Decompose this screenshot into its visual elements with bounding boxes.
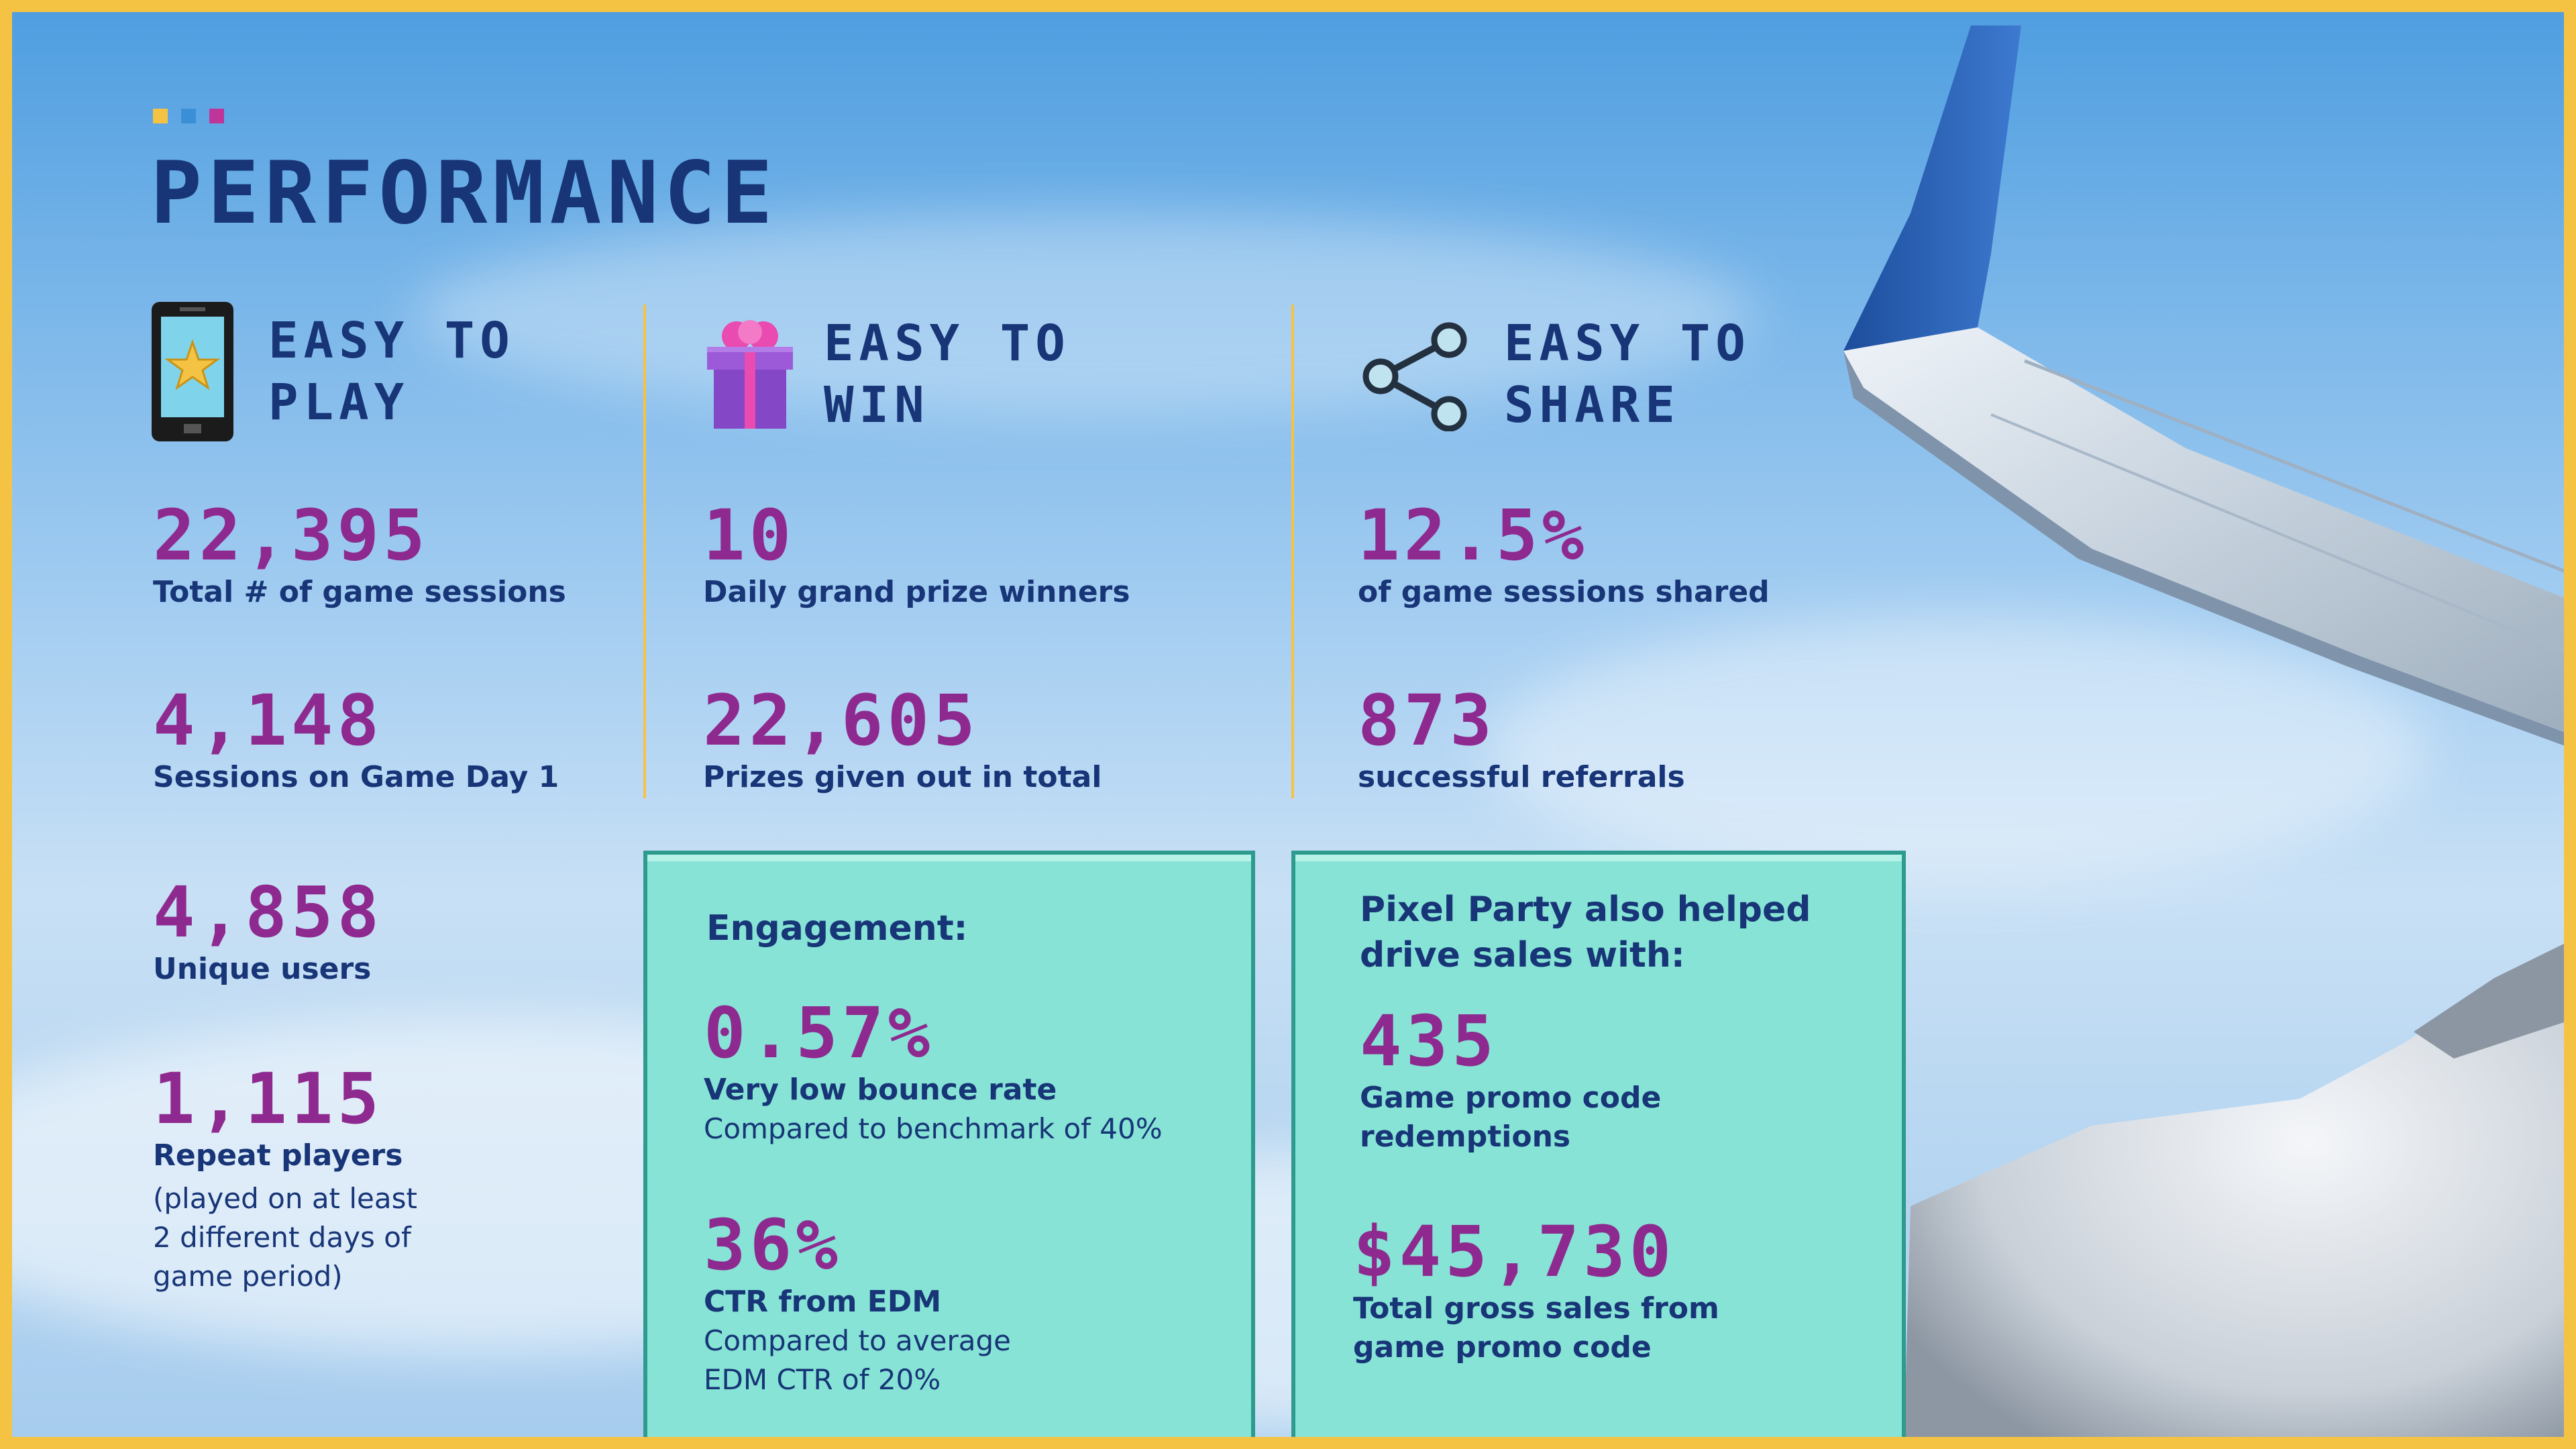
column-divider (1291, 305, 1294, 798)
column-heading-text: EASY TO WIN (824, 315, 1071, 434)
stat-label: successful referrals (1358, 760, 1685, 794)
column-heading-share: EASY TO SHARE (1358, 313, 1751, 436)
stat-label: Very low bounce rate (704, 1073, 1057, 1107)
column-heading-text: EASY TO SHARE (1504, 315, 1751, 434)
stat-value: 12.5% (1358, 494, 1589, 576)
stat-sub: (played on at least 2 different days of … (153, 1182, 417, 1293)
phone-star-icon (152, 302, 233, 441)
column-heading-play: EASY TO PLAY (149, 299, 515, 444)
stat-total-sessions: 22,395 Total # of game sessions (153, 498, 566, 612)
stat-sessions-shared: 12.5% of game sessions shared (1358, 498, 1770, 612)
color-dots (153, 109, 224, 123)
pink-square-icon (209, 109, 224, 123)
stat-label: Unique users (153, 952, 372, 986)
yellow-square-icon (153, 109, 168, 123)
stat-edm-ctr: 36% CTR from EDM Compared to average EDM… (704, 1208, 1011, 1399)
stat-value: 22,395 (153, 494, 429, 576)
sales-box: Pixel Party also helped drive sales with… (1291, 851, 1906, 1437)
engagement-box: Engagement: 0.57% Very low bounce rate C… (643, 851, 1255, 1437)
stat-label: Game promo code redemptions (1360, 1081, 1662, 1154)
stat-value: 1,115 (153, 1058, 384, 1140)
stat-value: 22,605 (703, 680, 979, 761)
blue-square-icon (181, 109, 196, 123)
stat-label: Prizes given out in total (703, 760, 1102, 794)
stat-bounce-rate: 0.57% Very low bounce rate Compared to b… (704, 996, 1163, 1148)
stat-prizes-total: 22,605 Prizes given out in total (703, 683, 1102, 797)
stat-value: 873 (1358, 680, 1496, 761)
stat-sub: Compared to benchmark of 40% (704, 1112, 1163, 1145)
page-title: PERFORMANCE (150, 144, 778, 244)
stat-label: Sessions on Game Day 1 (153, 760, 559, 794)
box-heading: Pixel Party also helped drive sales with… (1360, 890, 1811, 975)
stat-promo-redemptions: 435 Game promo code redemptions (1360, 1004, 1661, 1157)
stat-sub: Compared to average EDM CTR of 20% (704, 1324, 1011, 1396)
box-heading: Engagement: (706, 908, 968, 949)
stat-label: CTR from EDM (704, 1285, 942, 1319)
stat-value: 36% (704, 1204, 842, 1286)
stat-value: 0.57% (704, 992, 934, 1074)
cloud-decoration (415, 213, 1756, 415)
stat-daily-winners: 10 Daily grand prize winners (703, 498, 1130, 612)
stat-label: Repeat players (153, 1138, 403, 1173)
stat-unique-users: 4,858 Unique users (153, 875, 383, 989)
stat-day1-sessions: 4,148 Sessions on Game Day 1 (153, 683, 559, 797)
stat-label: of game sessions shared (1358, 575, 1770, 609)
stat-label: Total # of game sessions (153, 575, 566, 609)
column-heading-win: EASY TO WIN (703, 313, 1071, 436)
stat-value: 4,858 (153, 871, 384, 953)
column-heading-text: EASY TO PLAY (268, 312, 515, 431)
stat-value: $45,730 (1353, 1211, 1676, 1293)
stat-gross-sales: $45,730 Total gross sales from game prom… (1353, 1214, 1719, 1367)
stat-value: 10 (703, 494, 796, 576)
stat-label: Total gross sales from game promo code (1353, 1291, 1719, 1364)
column-divider (643, 305, 646, 798)
stat-repeat-players: 1,115 Repeat players (played on at least… (153, 1061, 417, 1296)
gift-box-icon (707, 320, 793, 429)
stat-value: 4,148 (153, 680, 384, 761)
share-icon (1362, 322, 1467, 431)
stat-referrals: 873 successful referrals (1358, 683, 1685, 797)
stat-label: Daily grand prize winners (703, 575, 1130, 609)
stat-value: 435 (1360, 1000, 1498, 1082)
